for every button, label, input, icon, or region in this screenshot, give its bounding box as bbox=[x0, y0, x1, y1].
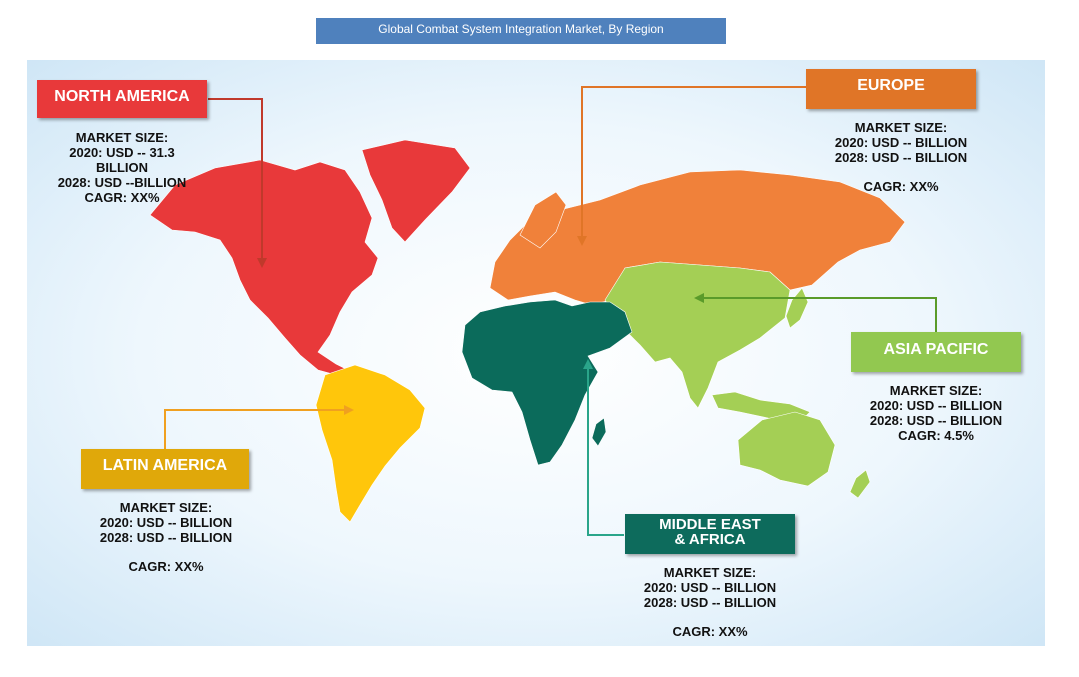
europe-label: EUROPE bbox=[806, 69, 976, 109]
europe-2028: 2028: USD -- BILLION bbox=[834, 150, 968, 165]
europe-stats: MARKET SIZE: 2020: USD -- BILLION 2028: … bbox=[821, 120, 981, 194]
asia-pacific-stats: MARKET SIZE: 2020: USD -- BILLION 2028: … bbox=[856, 383, 1016, 443]
middle-east-africa-label-line2: & AFRICA bbox=[674, 531, 746, 548]
region-asia-pacific[interactable] bbox=[604, 261, 791, 409]
middle-east-africa-cagr: CAGR: XX% bbox=[672, 624, 748, 639]
region-middle-east-africa[interactable] bbox=[461, 299, 633, 466]
north-america-label: NORTH AMERICA bbox=[37, 80, 207, 118]
region-madagascar bbox=[591, 417, 607, 447]
middle-east-africa-stats: MARKET SIZE: 2020: USD -- BILLION 2028: … bbox=[630, 565, 790, 639]
europe-2020: 2020: USD -- BILLION bbox=[834, 135, 968, 150]
latin-america-2028: 2028: USD -- BILLION bbox=[99, 530, 233, 545]
asia-pacific-label: ASIA PACIFIC bbox=[851, 332, 1021, 372]
arrow-asia-pacific bbox=[700, 297, 937, 332]
arrow-north-america bbox=[208, 98, 263, 262]
middle-east-africa-market-size: MARKET SIZE: bbox=[663, 565, 757, 580]
arrow-middle-east-africa bbox=[587, 365, 624, 536]
arrow-latin-america bbox=[164, 409, 348, 449]
region-new-zealand bbox=[849, 469, 871, 499]
latin-america-market-size: MARKET SIZE: bbox=[119, 500, 213, 515]
latin-america-cagr: CAGR: XX% bbox=[128, 559, 204, 574]
latin-america-2020: 2020: USD -- BILLION bbox=[99, 515, 233, 530]
region-latin-america[interactable] bbox=[315, 364, 426, 523]
middle-east-africa-2028: 2028: USD -- BILLION bbox=[643, 595, 777, 610]
region-australia[interactable] bbox=[737, 411, 836, 487]
north-america-2020b: BILLION bbox=[96, 160, 148, 175]
region-scandinavia bbox=[519, 191, 567, 249]
region-greenland bbox=[361, 139, 471, 243]
asia-pacific-2020: 2020: USD -- BILLION bbox=[869, 398, 1003, 413]
north-america-2020a: 2020: USD -- 31.3 bbox=[69, 145, 175, 160]
map-title: Global Combat System Integration Market,… bbox=[316, 18, 726, 44]
north-america-stats: MARKET SIZE: 2020: USD -- 31.3 BILLION 2… bbox=[42, 130, 202, 205]
latin-america-stats: MARKET SIZE: 2020: USD -- BILLION 2028: … bbox=[86, 500, 246, 574]
asia-pacific-cagr: CAGR: 4.5% bbox=[898, 428, 974, 443]
region-north-america[interactable] bbox=[149, 159, 379, 377]
arrow-europe bbox=[581, 86, 806, 240]
asia-pacific-2028: 2028: USD -- BILLION bbox=[869, 413, 1003, 428]
asia-pacific-market-size: MARKET SIZE: bbox=[889, 383, 983, 398]
middle-east-africa-2020: 2020: USD -- BILLION bbox=[643, 580, 777, 595]
north-america-market-size: MARKET SIZE: bbox=[75, 130, 169, 145]
middle-east-africa-label-line1: MIDDLE EAST bbox=[659, 516, 761, 533]
europe-cagr: CAGR: XX% bbox=[863, 179, 939, 194]
latin-america-label: LATIN AMERICA bbox=[81, 449, 249, 489]
middle-east-africa-label: MIDDLE EAST & AFRICA bbox=[625, 514, 795, 554]
north-america-2028: 2028: USD --BILLION bbox=[57, 175, 187, 190]
europe-market-size: MARKET SIZE: bbox=[854, 120, 948, 135]
north-america-cagr: CAGR: XX% bbox=[84, 190, 160, 205]
